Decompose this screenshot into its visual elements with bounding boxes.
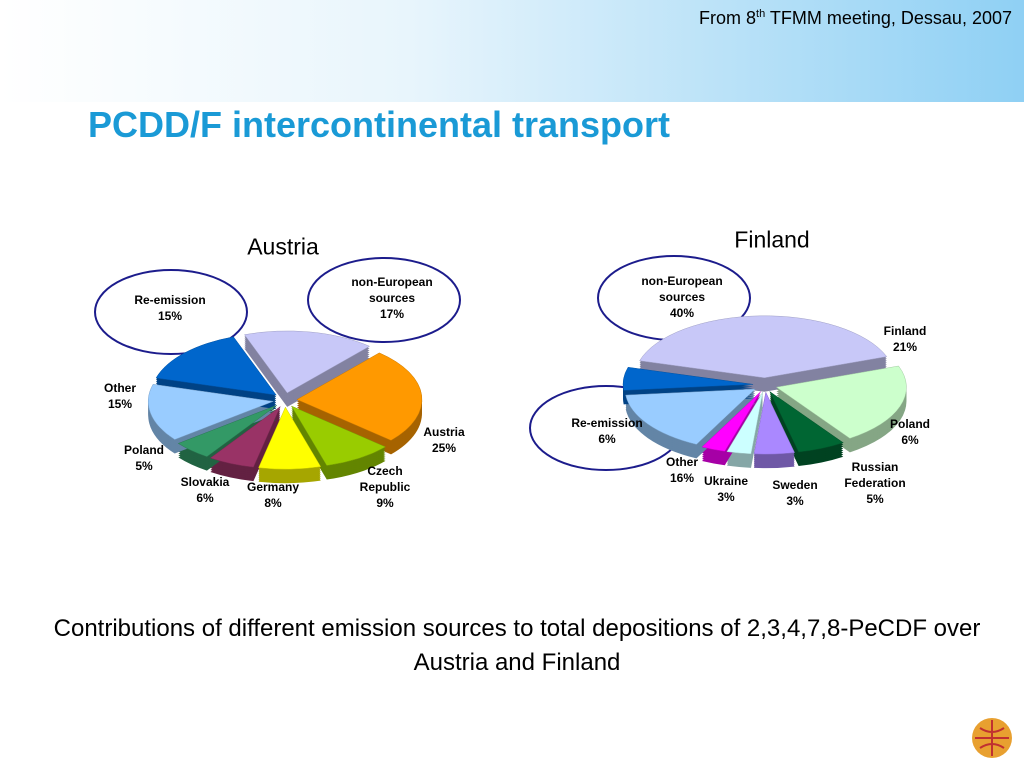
category-label: Re-emission <box>134 293 206 307</box>
category-label: Czech Republic <box>359 464 411 494</box>
value-label: 21% <box>892 340 918 354</box>
value-label: 6% <box>901 433 919 447</box>
slice-label: non-European sources 17% <box>342 274 442 322</box>
slice <box>639 315 888 379</box>
value-label: 5% <box>866 492 884 506</box>
chart-title: Finland <box>734 226 810 253</box>
category-label: Slovakia <box>180 475 230 489</box>
value-label: 6% <box>196 491 214 505</box>
slice <box>296 352 423 441</box>
category-label: Other <box>103 381 136 395</box>
category-label: non-European sources <box>641 274 723 304</box>
value-label: 40% <box>669 306 695 320</box>
slice-label: Other 15% <box>85 380 155 412</box>
category-label: Germany <box>246 480 300 494</box>
slice-label: Germany 8% <box>233 479 313 511</box>
header-band <box>0 0 1024 102</box>
note-sup: th <box>756 8 766 20</box>
highlight-ellipse <box>94 269 248 355</box>
slice-label: Czech Republic 9% <box>350 463 420 511</box>
category-label: non-European sources <box>351 275 433 305</box>
value-label: 3% <box>786 494 804 508</box>
slice <box>258 406 322 470</box>
slice-label: Re-emission 6% <box>557 415 657 447</box>
slice <box>625 388 756 445</box>
category-label: Ukraine <box>703 474 749 488</box>
logo-lines <box>975 720 1009 756</box>
category-label: Sweden <box>772 478 818 492</box>
slice <box>622 366 754 391</box>
slice-label: non-European sources 40% <box>632 273 732 321</box>
slice-label: Sweden 3% <box>760 477 830 509</box>
slice-label: Slovakia 6% <box>170 474 240 506</box>
slice <box>701 391 761 452</box>
slice <box>769 390 844 453</box>
value-label: 15% <box>157 309 183 323</box>
highlight-ellipse <box>307 257 461 343</box>
slice <box>726 391 764 455</box>
slice-label: Finland 21% <box>870 323 940 355</box>
slice-label: Re-emission 15% <box>120 292 220 324</box>
pie-tops <box>622 315 907 455</box>
slice-label: Poland 5% <box>109 442 179 474</box>
value-label: 3% <box>717 490 735 504</box>
value-label: 15% <box>107 397 133 411</box>
slice <box>155 336 277 396</box>
slice <box>775 365 907 439</box>
note-text: TFMM meeting, Dessau, 2007 <box>765 8 1012 28</box>
pie-tops <box>147 330 423 470</box>
logo <box>972 718 1012 758</box>
slice-label: Poland 6% <box>875 416 945 448</box>
slice <box>753 391 795 455</box>
chart-title: Austria <box>247 233 319 260</box>
value-label: 9% <box>376 496 394 510</box>
slice <box>290 405 387 466</box>
slide-title: PCDD/F intercontinental transport <box>88 104 671 145</box>
value-label: 16% <box>669 471 695 485</box>
slice <box>147 384 275 440</box>
slice-label: Ukraine 3% <box>691 473 761 505</box>
category-label: Finland <box>883 324 927 338</box>
value-label: 6% <box>598 432 616 446</box>
category-label: Re-emission <box>571 416 643 430</box>
category-label: Poland <box>123 443 164 457</box>
category-label: Russian Federation <box>844 460 906 490</box>
source-note: From 8th TFMM meeting, Dessau, 2007 <box>699 8 1012 29</box>
slice-label: Russian Federation 5% <box>835 459 915 507</box>
note-text: From 8 <box>699 8 757 28</box>
slice <box>209 405 281 468</box>
value-label: 25% <box>431 441 457 455</box>
value-label: 5% <box>135 459 153 473</box>
slice-label: Austria 25% <box>409 424 479 456</box>
value-label: 17% <box>379 307 405 321</box>
slice <box>244 330 371 394</box>
caption: Contributions of different emission sour… <box>53 615 981 676</box>
category-label: Austria <box>423 425 465 439</box>
category-label: Other <box>665 455 698 469</box>
slice-label: Other 16% <box>647 454 717 486</box>
slice <box>177 405 277 457</box>
category-label: Poland <box>889 417 930 431</box>
value-label: 8% <box>264 496 282 510</box>
